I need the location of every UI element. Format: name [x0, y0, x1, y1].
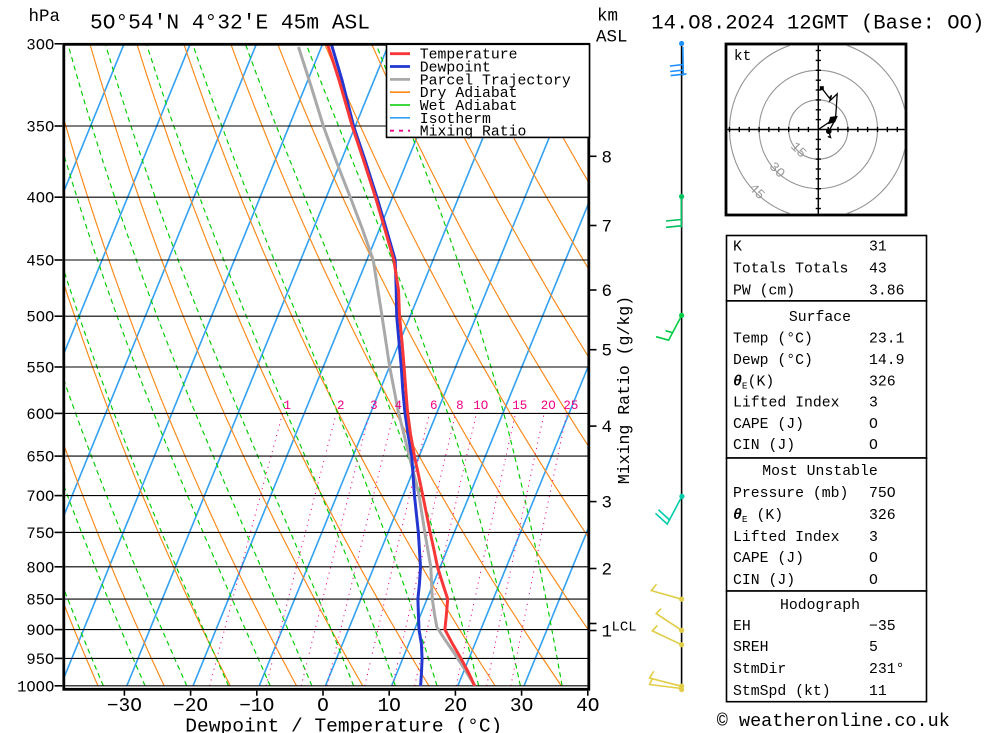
- svg-text:−35: −35: [869, 619, 896, 635]
- svg-text:2: 2: [602, 561, 613, 581]
- svg-text:31: 31: [869, 240, 887, 256]
- svg-text:−2O: −2O: [173, 695, 208, 717]
- svg-text:1: 1: [602, 623, 613, 643]
- svg-text:8: 8: [602, 148, 613, 168]
- svg-text:Mixing Ratio: Mixing Ratio: [420, 125, 527, 141]
- svg-text:Most Unstable: Most Unstable: [762, 464, 877, 480]
- svg-text:Dewp (°C): Dewp (°C): [733, 353, 813, 369]
- svg-text:PW (cm): PW (cm): [733, 283, 795, 299]
- svg-text:326: 326: [869, 508, 896, 524]
- svg-text:14.9: 14.9: [869, 353, 905, 369]
- svg-text:1: 1: [283, 399, 291, 413]
- svg-text:1OOO: 1OOO: [17, 678, 54, 696]
- svg-text:Dewpoint: Dewpoint: [420, 61, 491, 77]
- svg-text:65O: 65O: [26, 449, 54, 467]
- svg-text:4: 4: [394, 399, 402, 413]
- svg-text:4: 4: [602, 418, 613, 438]
- svg-text:CIN (J): CIN (J): [733, 573, 795, 589]
- svg-text:3: 3: [602, 494, 613, 514]
- svg-text:45O: 45O: [26, 253, 54, 271]
- svg-text:23.1: 23.1: [869, 331, 905, 347]
- svg-text:kt: kt: [734, 49, 751, 65]
- svg-text:25: 25: [563, 399, 578, 413]
- svg-text:Lifted Index: Lifted Index: [733, 530, 840, 546]
- svg-text:8: 8: [456, 399, 464, 413]
- svg-text:43: 43: [869, 261, 887, 277]
- svg-text:95O: 95O: [26, 651, 54, 669]
- svg-text:Hodograph: Hodograph: [780, 598, 860, 614]
- svg-text:Surface: Surface: [789, 310, 851, 326]
- svg-text:Mixing Ratio (g/kg): Mixing Ratio (g/kg): [615, 296, 634, 484]
- svg-text:1O: 1O: [377, 695, 400, 717]
- svg-text:SREH: SREH: [733, 640, 769, 656]
- svg-text:9OO: 9OO: [26, 622, 54, 640]
- svg-text:StmSpd (kt): StmSpd (kt): [733, 684, 831, 700]
- svg-text:O: O: [869, 573, 878, 589]
- svg-text:2: 2: [337, 399, 345, 413]
- svg-text:Temp (°C): Temp (°C): [733, 331, 813, 347]
- svg-text:4O: 4O: [576, 695, 599, 717]
- svg-text:3: 3: [869, 530, 878, 546]
- svg-text:231°: 231°: [869, 662, 905, 678]
- svg-text:Totals Totals: Totals Totals: [733, 261, 848, 277]
- svg-text:6OO: 6OO: [26, 406, 54, 424]
- svg-text:7: 7: [602, 218, 613, 238]
- svg-text:14.O8.2O24 12GMT (Base: OO): 14.O8.2O24 12GMT (Base: OO): [651, 13, 984, 36]
- svg-text:Temperature: Temperature: [420, 48, 518, 64]
- svg-text:85O: 85O: [26, 592, 54, 610]
- svg-text:3OO: 3OO: [26, 36, 54, 54]
- svg-text:8OO: 8OO: [26, 559, 54, 577]
- svg-text:© weatheronline.co.uk: © weatheronline.co.uk: [717, 711, 950, 732]
- svg-text:Dewpoint / Temperature (°C): Dewpoint / Temperature (°C): [185, 716, 502, 733]
- svg-text:StmDir: StmDir: [733, 662, 786, 678]
- svg-text:Dry Adiabat: Dry Adiabat: [420, 86, 518, 102]
- svg-text:km: km: [597, 7, 618, 27]
- svg-text:Wet Adiabat: Wet Adiabat: [420, 99, 518, 115]
- svg-text:K: K: [733, 240, 742, 256]
- svg-text:3.86: 3.86: [869, 283, 905, 299]
- svg-text:5: 5: [869, 640, 878, 656]
- svg-text:7OO: 7OO: [26, 488, 54, 506]
- svg-text:35O: 35O: [26, 119, 54, 137]
- svg-text:15: 15: [512, 399, 527, 413]
- svg-text:3: 3: [370, 399, 378, 413]
- svg-text:Parcel Trajectory: Parcel Trajectory: [420, 73, 571, 89]
- svg-text:75O: 75O: [869, 486, 896, 502]
- svg-text:O: O: [869, 417, 878, 433]
- svg-text:326: 326: [869, 374, 896, 390]
- svg-text:CIN (J): CIN (J): [733, 438, 795, 454]
- svg-text:1O: 1O: [473, 399, 488, 413]
- svg-text:2O: 2O: [444, 695, 467, 717]
- svg-text:hPa: hPa: [29, 7, 61, 27]
- svg-text:θE (K): θE (K): [733, 508, 783, 525]
- svg-text:−3O: −3O: [107, 695, 142, 717]
- svg-text:4OO: 4OO: [26, 190, 54, 208]
- svg-text:55O: 55O: [26, 360, 54, 378]
- svg-text:3O: 3O: [510, 695, 533, 717]
- svg-text:LCL: LCL: [612, 620, 637, 636]
- svg-text:θE(K): θE(K): [733, 374, 774, 391]
- svg-text:O: O: [869, 551, 878, 567]
- svg-text:75O: 75O: [26, 525, 54, 543]
- svg-text:3: 3: [869, 396, 878, 412]
- svg-text:ASL: ASL: [596, 28, 628, 48]
- svg-text:CAPE (J): CAPE (J): [733, 551, 804, 567]
- svg-text:5: 5: [602, 342, 613, 362]
- svg-text:6: 6: [430, 399, 438, 413]
- svg-text:11: 11: [869, 684, 887, 700]
- svg-text:Lifted Index: Lifted Index: [733, 396, 840, 412]
- svg-text:5O°54'N 4°32'E 45m ASL: 5O°54'N 4°32'E 45m ASL: [90, 13, 370, 36]
- svg-text:2O: 2O: [541, 399, 556, 413]
- svg-text:−1O: −1O: [239, 695, 274, 717]
- svg-text:O: O: [869, 438, 878, 454]
- svg-text:O: O: [317, 695, 329, 717]
- svg-text:6: 6: [602, 282, 613, 302]
- svg-text:Pressure (mb): Pressure (mb): [733, 486, 848, 502]
- svg-text:5OO: 5OO: [26, 309, 54, 327]
- svg-text:CAPE (J): CAPE (J): [733, 417, 804, 433]
- svg-text:Isotherm: Isotherm: [420, 112, 491, 128]
- svg-text:EH: EH: [733, 619, 751, 635]
